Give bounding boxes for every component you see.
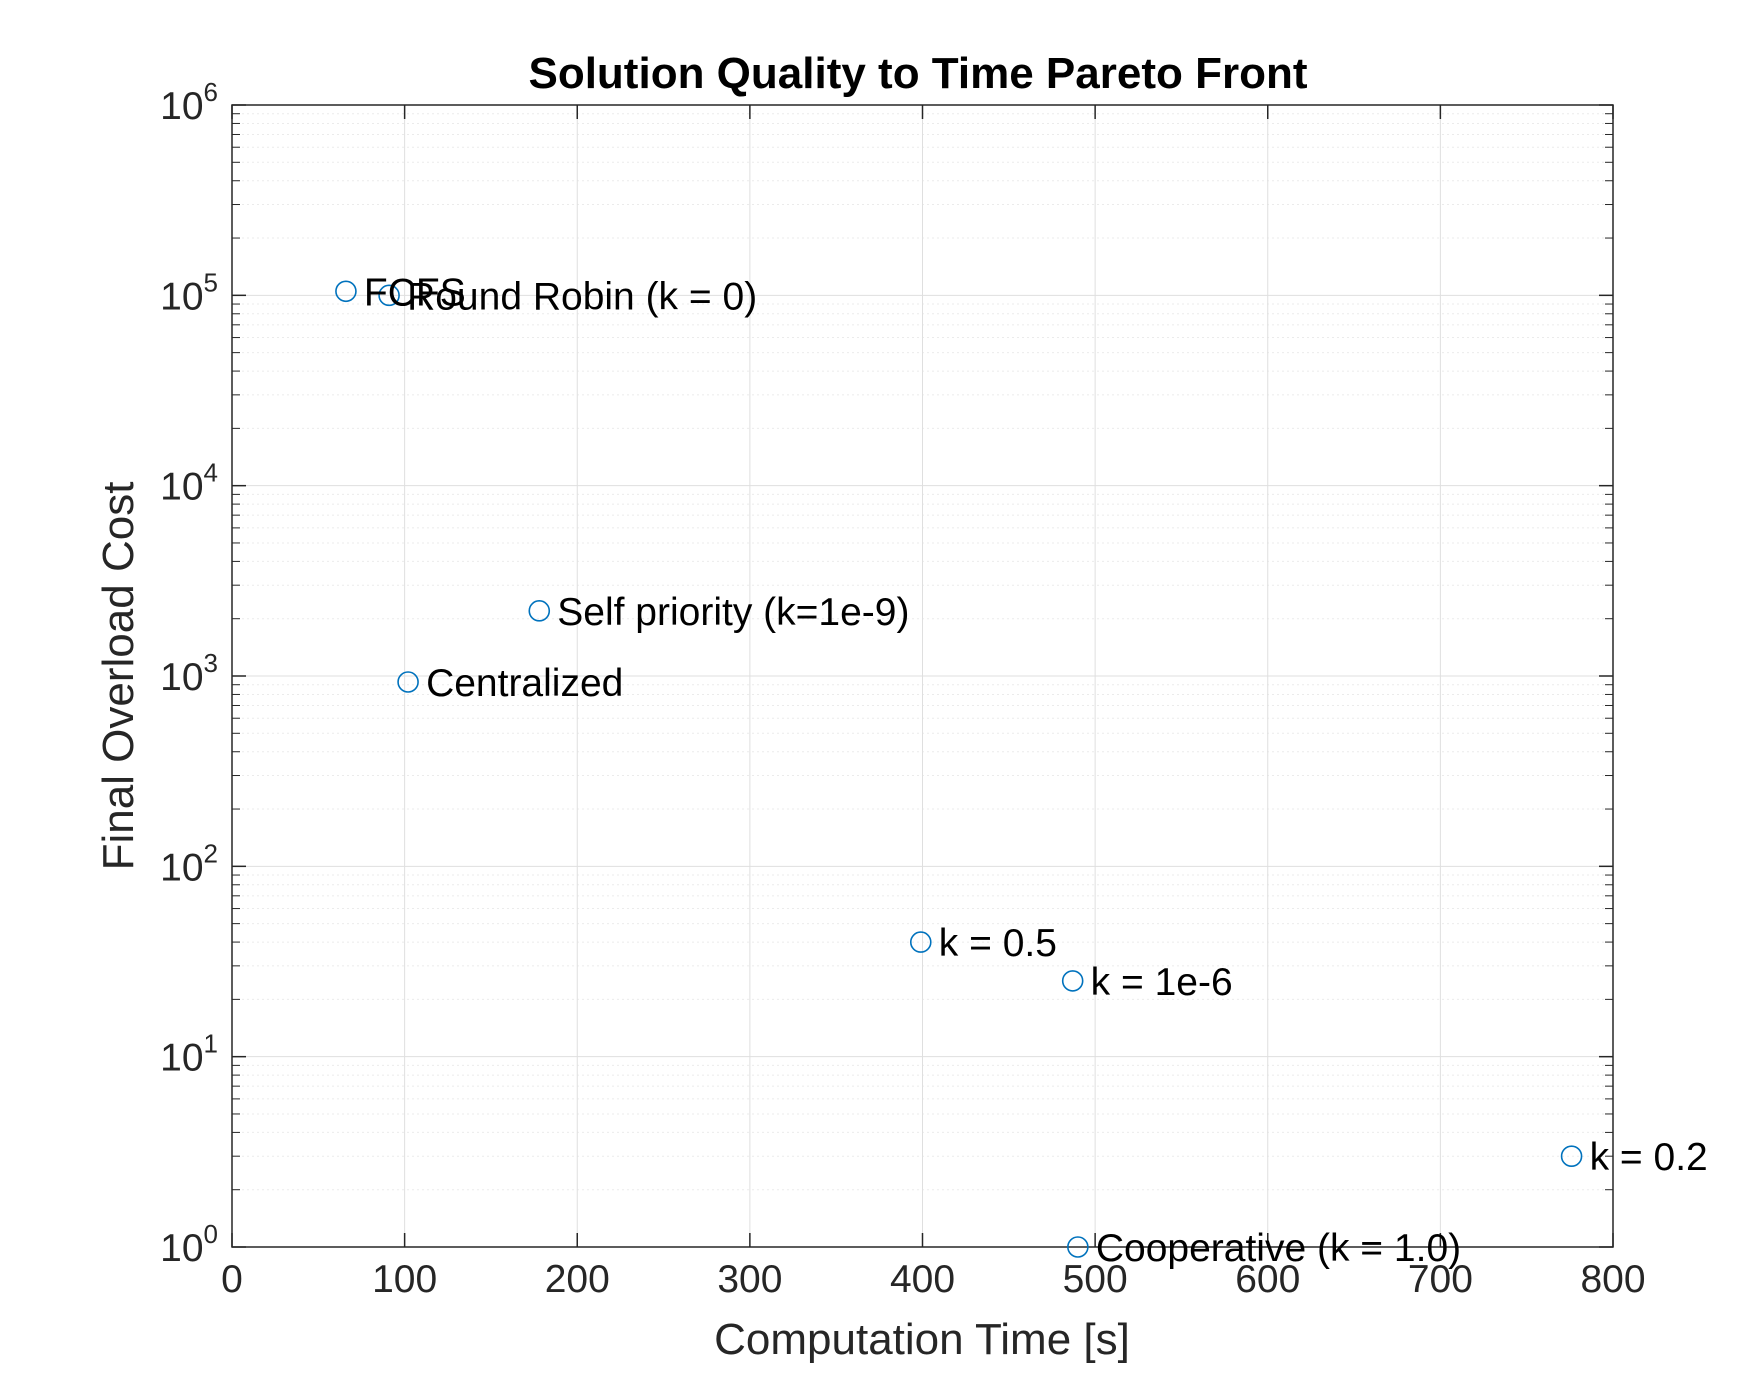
x-axis-label: Computation Time [s] — [714, 1315, 1130, 1364]
y-tick-base: 10 — [160, 656, 203, 699]
y-tick-base: 10 — [160, 275, 203, 318]
axis-ticks — [231, 104, 1614, 1248]
y-tick-label: 105 — [160, 267, 218, 318]
y-tick-exponent: 1 — [204, 1029, 218, 1059]
y-tick-base: 10 — [160, 1037, 203, 1080]
y-tick-exponent: 0 — [204, 1219, 218, 1249]
y-tick-base: 10 — [160, 846, 203, 889]
y-tick-base: 10 — [160, 466, 203, 509]
x-tick-label: 600 — [1235, 1258, 1300, 1301]
y-tick-label: 103 — [160, 648, 218, 699]
y-tick-base: 10 — [160, 1227, 203, 1270]
data-point — [397, 671, 419, 693]
data-point-label: Centralized — [426, 662, 623, 705]
x-tick-label: 0 — [221, 1258, 243, 1301]
y-tick-base: 10 — [160, 85, 203, 128]
y-tick-exponent: 6 — [204, 77, 218, 107]
x-tick-label: 800 — [1580, 1258, 1645, 1301]
data-point — [335, 280, 357, 303]
y-tick-label: 104 — [160, 458, 218, 509]
data-point-label: Self priority (k=1e-9) — [557, 591, 909, 634]
data-point-label: k = 0.2 — [1590, 1136, 1708, 1179]
y-tick-exponent: 4 — [204, 458, 218, 488]
y-tick-label: 101 — [160, 1029, 218, 1080]
data-point-label: Cooperative (k = 1.0) — [1096, 1227, 1461, 1270]
x-tick-label: 400 — [890, 1258, 955, 1301]
x-tick-label: 300 — [717, 1258, 782, 1301]
x-axis-tick-labels: 0 100 200 300 400 500 600 700 800 — [221, 1258, 1645, 1301]
data-point — [1061, 970, 1084, 992]
y-tick-exponent: 2 — [204, 838, 218, 868]
data-point-label: Round Robin (k = 0) — [407, 275, 757, 318]
data-point — [909, 931, 932, 953]
y-tick-exponent: 3 — [204, 648, 218, 678]
y-tick-exponent: 5 — [204, 267, 218, 297]
y-tick-label: 106 — [160, 77, 218, 128]
x-tick-label: 200 — [545, 1258, 610, 1301]
data-points — [335, 280, 1583, 1258]
data-point — [1560, 1145, 1583, 1167]
data-point-label: k = 1e-6 — [1091, 961, 1233, 1004]
y-axis-label: Final Overload Cost — [94, 482, 143, 871]
data-point — [528, 600, 551, 622]
data-point — [1067, 1236, 1089, 1258]
data-point — [378, 284, 400, 307]
y-tick-label: 102 — [160, 838, 218, 889]
data-point-label: FCFS — [364, 271, 466, 314]
x-tick-label: 100 — [372, 1258, 437, 1301]
chart-title: Solution Quality to Time Pareto Front — [528, 49, 1307, 98]
x-tick-label: 700 — [1408, 1258, 1473, 1301]
y-tick-label: 100 — [160, 1219, 218, 1270]
grid — [232, 105, 1613, 1247]
data-point-label: k = 0.5 — [939, 922, 1057, 965]
x-tick-label: 500 — [1063, 1258, 1128, 1301]
